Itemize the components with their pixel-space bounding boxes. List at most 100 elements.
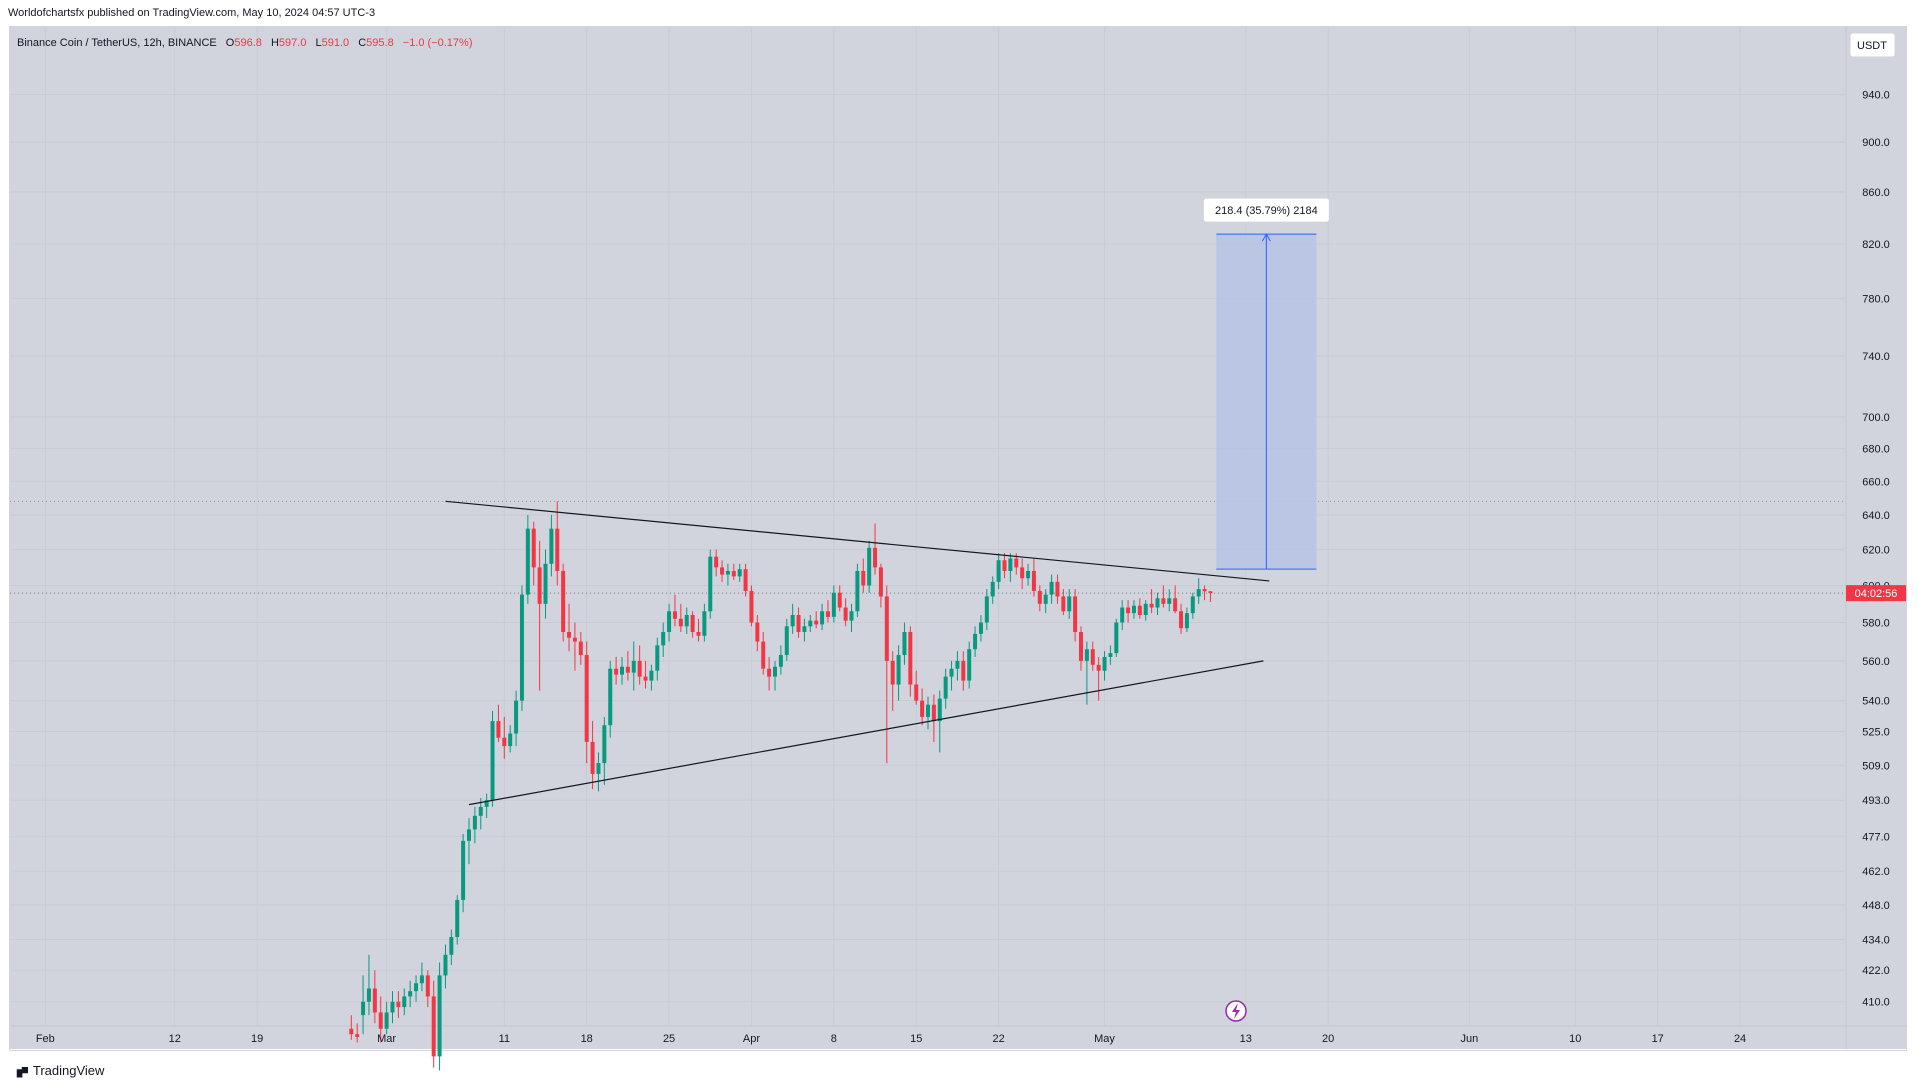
candle-body bbox=[978, 622, 983, 634]
candle-body bbox=[790, 615, 795, 627]
candle-body bbox=[1031, 570, 1036, 591]
candle-body bbox=[519, 594, 524, 701]
candle-body bbox=[943, 676, 948, 699]
high-value: 597.0 bbox=[279, 37, 307, 49]
candle-body bbox=[637, 660, 642, 677]
lower-trendline bbox=[468, 660, 1264, 806]
price-tick-label: 580.0 bbox=[1862, 618, 1890, 630]
candle-body bbox=[667, 611, 672, 632]
price-tick-label: 422.0 bbox=[1862, 965, 1890, 977]
candle-body bbox=[961, 660, 966, 681]
candle-body bbox=[561, 570, 566, 632]
currency-button[interactable]: USDT bbox=[1849, 32, 1896, 58]
candle-body bbox=[902, 631, 907, 656]
candle-body bbox=[1026, 570, 1031, 579]
candle-body bbox=[355, 1034, 360, 1037]
symbol-legend: Binance Coin / TetherUS, 12h, BINANCE O5… bbox=[17, 37, 472, 49]
projection-arrow-head bbox=[1261, 233, 1271, 242]
candle-body bbox=[973, 633, 978, 650]
candle-body bbox=[1043, 594, 1048, 604]
candle-body bbox=[1126, 607, 1131, 614]
projection-label: 218.4 (35.79%) 2184 bbox=[1215, 205, 1318, 217]
candle-body bbox=[366, 988, 371, 1002]
price-tick-label: 820.0 bbox=[1862, 239, 1890, 251]
footer-brand[interactable]: ▗■ TradingView bbox=[12, 1062, 104, 1078]
candle-body bbox=[1008, 558, 1013, 571]
candle-body bbox=[808, 620, 813, 627]
price-tick-label: 410.0 bbox=[1862, 997, 1890, 1009]
time-tick-label: 12 bbox=[169, 1033, 181, 1045]
candle-body bbox=[467, 829, 471, 841]
candle-body bbox=[920, 700, 925, 717]
candle-body bbox=[525, 528, 530, 595]
price-tick-label: 560.0 bbox=[1862, 656, 1890, 668]
time-tick-label: 19 bbox=[251, 1033, 263, 1045]
price-tick-label: 540.0 bbox=[1862, 696, 1890, 708]
candle-body bbox=[720, 567, 725, 575]
candle-body bbox=[620, 666, 624, 675]
time-tick-label: 15 bbox=[910, 1033, 922, 1045]
candle-body bbox=[1090, 649, 1095, 665]
candle-body bbox=[1196, 589, 1201, 597]
candle-body bbox=[708, 556, 713, 612]
candle-body bbox=[1120, 607, 1125, 623]
price-tick-label: 477.0 bbox=[1862, 831, 1890, 843]
candle-body bbox=[425, 975, 430, 997]
candle-body bbox=[608, 668, 613, 726]
time-tick-label: Apr bbox=[743, 1033, 760, 1045]
candle-body bbox=[908, 631, 913, 685]
time-axis[interactable]: Feb 12 19 Mar 11 18 25 Apr 8 15 22 May 13 20 Jun 10 17 24 bbox=[36, 1033, 1746, 1045]
candle-body bbox=[643, 676, 648, 681]
candle-body bbox=[743, 569, 748, 591]
candle-body bbox=[602, 725, 607, 764]
time-tick-label: 11 bbox=[499, 1033, 510, 1045]
candle-body bbox=[478, 806, 483, 816]
candle-body bbox=[937, 698, 942, 722]
candle-body bbox=[1155, 598, 1160, 608]
high-label: H bbox=[271, 37, 279, 49]
candle-body bbox=[361, 1001, 366, 1016]
upper-trendline bbox=[445, 500, 1270, 582]
price-tick-label: 680.0 bbox=[1862, 444, 1890, 456]
candle-body bbox=[490, 721, 495, 801]
price-tick-label: 448.0 bbox=[1862, 900, 1890, 912]
candle-body bbox=[955, 660, 960, 669]
candle-body bbox=[702, 611, 707, 636]
lightning-icon[interactable] bbox=[1225, 1000, 1247, 1022]
candle-body bbox=[1208, 591, 1213, 594]
low-label: L bbox=[316, 37, 322, 49]
price-tick-label: 462.0 bbox=[1862, 866, 1890, 878]
candle-body bbox=[696, 631, 701, 636]
candle-body bbox=[755, 622, 760, 642]
candle-body bbox=[449, 937, 454, 955]
time-tick-label: Jun bbox=[1461, 1033, 1479, 1045]
price-tick-label: 434.0 bbox=[1862, 935, 1890, 947]
candle-body bbox=[820, 611, 825, 625]
candle-body bbox=[778, 655, 783, 667]
candle-body bbox=[496, 721, 501, 738]
candle-body bbox=[414, 983, 419, 992]
candle-body bbox=[419, 975, 424, 984]
candle-body bbox=[596, 763, 601, 774]
candle-body bbox=[1167, 598, 1172, 604]
trendlines[interactable] bbox=[445, 500, 1270, 806]
candle-body bbox=[1014, 558, 1019, 568]
candle-body bbox=[1073, 596, 1078, 632]
price-axis[interactable]: 940.0 900.0 860.0 820.0 780.0 740.0 700.0 680.0… bbox=[1862, 90, 1890, 1009]
candle-body bbox=[849, 611, 854, 621]
last-price-countdown: 04:02:56 bbox=[1855, 588, 1898, 600]
candle-body bbox=[1114, 622, 1119, 654]
candle-body bbox=[1037, 590, 1042, 604]
candle-body bbox=[967, 649, 972, 681]
publish-attribution: Worldofchartsfx published on TradingView… bbox=[8, 7, 376, 19]
close-value: 595.8 bbox=[366, 37, 394, 49]
projection-box[interactable]: 218.4 (35.79%) 2184 bbox=[1202, 197, 1330, 570]
candlesticks bbox=[349, 501, 1213, 1071]
candle-body bbox=[1108, 653, 1113, 657]
time-tick-label: Mar bbox=[377, 1033, 396, 1045]
candle-body bbox=[861, 570, 866, 586]
candle-body bbox=[584, 655, 589, 742]
time-tick-label: 17 bbox=[1652, 1033, 1664, 1045]
price-tick-label: 860.0 bbox=[1862, 187, 1890, 199]
